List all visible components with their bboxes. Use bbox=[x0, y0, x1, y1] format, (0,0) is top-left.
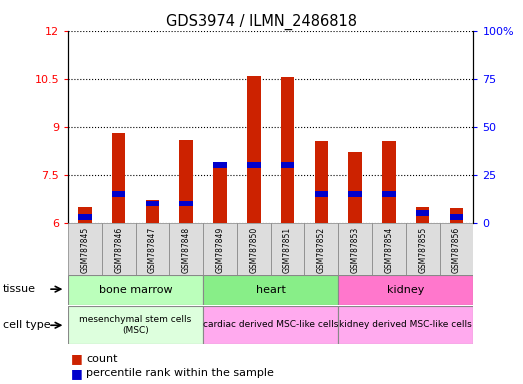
Bar bbox=[314, 141, 328, 223]
Bar bbox=[179, 139, 193, 223]
Text: count: count bbox=[86, 354, 118, 364]
Text: GSM787851: GSM787851 bbox=[283, 227, 292, 273]
FancyBboxPatch shape bbox=[203, 223, 237, 275]
FancyBboxPatch shape bbox=[338, 223, 372, 275]
Text: cell type: cell type bbox=[3, 320, 50, 330]
FancyBboxPatch shape bbox=[68, 223, 102, 275]
Bar bbox=[348, 152, 362, 223]
Text: cardiac derived MSC-like cells: cardiac derived MSC-like cells bbox=[203, 320, 338, 329]
Text: kidney derived MSC-like cells: kidney derived MSC-like cells bbox=[339, 320, 472, 329]
Bar bbox=[382, 141, 395, 223]
FancyBboxPatch shape bbox=[338, 275, 473, 305]
Text: ■: ■ bbox=[71, 367, 82, 380]
Text: GSM787849: GSM787849 bbox=[215, 227, 224, 273]
Bar bbox=[450, 214, 463, 220]
Bar bbox=[146, 200, 159, 223]
Bar bbox=[247, 76, 260, 223]
Bar bbox=[213, 162, 227, 168]
Bar bbox=[247, 162, 260, 168]
Text: GSM787854: GSM787854 bbox=[384, 227, 393, 273]
Text: ■: ■ bbox=[71, 353, 82, 366]
FancyBboxPatch shape bbox=[439, 223, 473, 275]
Bar bbox=[281, 162, 294, 168]
FancyBboxPatch shape bbox=[304, 223, 338, 275]
FancyBboxPatch shape bbox=[203, 306, 338, 344]
FancyBboxPatch shape bbox=[271, 223, 304, 275]
Bar bbox=[78, 214, 92, 220]
Text: GSM787852: GSM787852 bbox=[317, 227, 326, 273]
Bar bbox=[314, 191, 328, 197]
FancyBboxPatch shape bbox=[406, 223, 439, 275]
Bar bbox=[382, 191, 395, 197]
Text: GSM787856: GSM787856 bbox=[452, 227, 461, 273]
Bar bbox=[348, 191, 362, 197]
Text: GSM787850: GSM787850 bbox=[249, 227, 258, 273]
Bar bbox=[179, 201, 193, 207]
FancyBboxPatch shape bbox=[135, 223, 169, 275]
FancyBboxPatch shape bbox=[372, 223, 406, 275]
Bar bbox=[78, 207, 92, 223]
FancyBboxPatch shape bbox=[169, 223, 203, 275]
FancyBboxPatch shape bbox=[68, 306, 203, 344]
Bar bbox=[112, 191, 126, 197]
FancyBboxPatch shape bbox=[338, 306, 473, 344]
Text: GSM787847: GSM787847 bbox=[148, 227, 157, 273]
Text: GSM787848: GSM787848 bbox=[181, 227, 191, 273]
Bar bbox=[416, 207, 429, 223]
Bar bbox=[112, 133, 126, 223]
Bar bbox=[416, 210, 429, 216]
Text: GSM787846: GSM787846 bbox=[114, 227, 123, 273]
FancyBboxPatch shape bbox=[237, 223, 271, 275]
Text: heart: heart bbox=[256, 285, 286, 295]
Text: GSM787855: GSM787855 bbox=[418, 227, 427, 273]
Text: GDS3974 / ILMN_2486818: GDS3974 / ILMN_2486818 bbox=[166, 13, 357, 30]
Bar bbox=[450, 209, 463, 223]
FancyBboxPatch shape bbox=[68, 275, 203, 305]
FancyBboxPatch shape bbox=[203, 275, 338, 305]
Bar bbox=[146, 201, 159, 207]
Text: mesenchymal stem cells
(MSC): mesenchymal stem cells (MSC) bbox=[79, 315, 191, 334]
Bar bbox=[281, 77, 294, 223]
Text: bone marrow: bone marrow bbox=[99, 285, 173, 295]
FancyBboxPatch shape bbox=[102, 223, 135, 275]
Text: kidney: kidney bbox=[387, 285, 425, 295]
Text: percentile rank within the sample: percentile rank within the sample bbox=[86, 368, 274, 378]
Text: GSM787845: GSM787845 bbox=[81, 227, 89, 273]
Bar bbox=[213, 162, 227, 223]
Text: GSM787853: GSM787853 bbox=[350, 227, 360, 273]
Text: tissue: tissue bbox=[3, 284, 36, 294]
